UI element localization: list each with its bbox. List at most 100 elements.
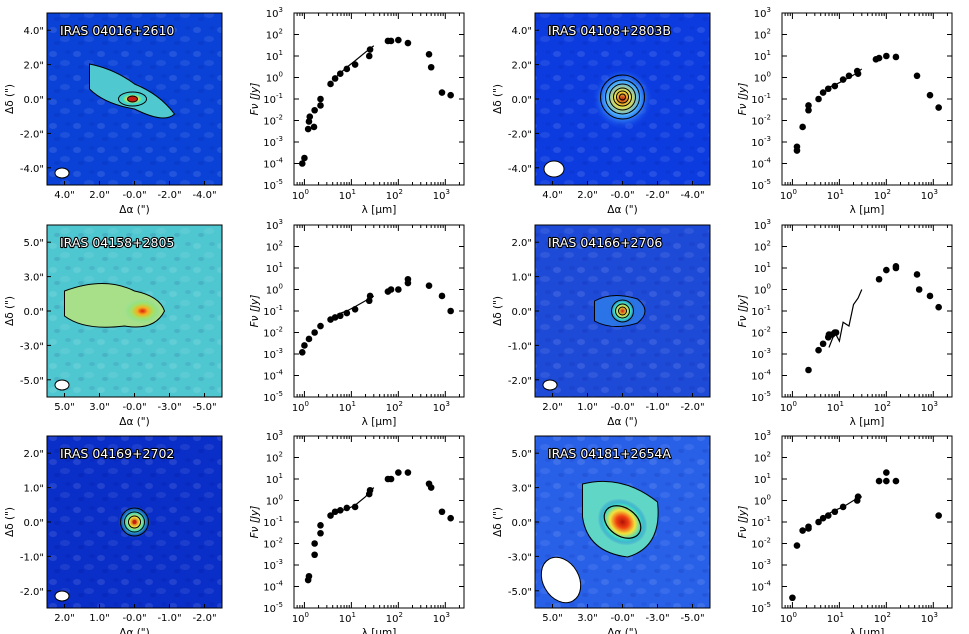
y-tick-label: 10-5 (263, 601, 283, 615)
data-point (343, 309, 351, 317)
y-tick-label: 10-4 (263, 157, 283, 171)
x-tick-label: 103 (921, 611, 938, 625)
data-point (805, 366, 812, 374)
y-tick-label: 102 (754, 240, 771, 254)
y-tick-label: 4.0" (23, 26, 44, 37)
y-tick-label: 4.0" (511, 26, 532, 37)
x-tick-label: 100 (780, 400, 797, 414)
y-tick-label: 103 (266, 218, 283, 232)
y-tick-label: 10-4 (751, 157, 771, 171)
source-peak (132, 520, 137, 524)
data-point (815, 346, 822, 354)
y-tick-label: 10-3 (263, 558, 283, 572)
y-axis-label: Fν [Jy] (737, 506, 749, 539)
x-tick-label: -0.0" (610, 402, 634, 413)
image-panel: IRAS 04169+2702 2.0" 1.0" -0.0" -1.0" -2.0" 2.… (4, 435, 223, 634)
data-point (343, 504, 351, 512)
source-label: IRAS 04108+2803B (548, 23, 671, 38)
x-tick-label: -3.0" (157, 402, 181, 413)
data-point (306, 113, 314, 121)
data-point (311, 551, 318, 559)
y-tick-label: -5.0" (20, 376, 44, 387)
data-point (387, 286, 395, 293)
y-tick-label: 3.0" (23, 273, 44, 284)
x-tick-label: 5.0" (542, 613, 563, 624)
sed-chart: 100 101 102 103 10-5 10-4 10-3 10-2 10-1 100 101 10… (249, 429, 465, 634)
data-point (875, 54, 883, 62)
y-tick-label: 10-5 (751, 390, 771, 404)
x-tick-label: 102 (874, 611, 891, 625)
data-point (438, 292, 446, 300)
image-panel: IRAS 04158+2805 5.0" 3.0" -0.0" -3.0" -5.0" 5.… (4, 224, 223, 428)
y-tick-label: 0.0" (23, 95, 44, 106)
x-tick-label: -2.0" (157, 190, 181, 201)
contour (609, 83, 636, 111)
y-axis-label: Fν [Jy] (249, 295, 261, 328)
source-emission (597, 498, 648, 546)
y-tick-label: 10-1 (263, 92, 283, 106)
data-point (317, 529, 324, 537)
y-tick-label: -1.0" (20, 552, 44, 563)
data-point (892, 53, 900, 61)
y-tick-label: -3.0" (20, 341, 44, 352)
data-point (298, 348, 306, 356)
data-point (425, 50, 433, 58)
y-tick-label: 10-2 (751, 114, 771, 128)
y-tick-label: 10-3 (263, 135, 283, 149)
y-tick-label: 102 (754, 28, 771, 42)
x-tick-label: 2.0" (542, 402, 563, 413)
data-point (317, 522, 324, 529)
data-point (438, 508, 446, 516)
data-point (793, 542, 801, 549)
y-tick-label: 0.0" (23, 307, 44, 318)
x-tick-label: -0.0" (610, 190, 634, 201)
data-point (854, 70, 862, 78)
y-tick-label: 0.0" (511, 95, 532, 106)
contour (615, 303, 630, 319)
data-point (305, 572, 313, 580)
x-tick-label: -0.0" (610, 613, 634, 624)
y-tick-label: -1.0" (508, 341, 532, 352)
data-point (799, 123, 806, 131)
y-tick-label: 5.0" (23, 238, 44, 249)
y-tick-label: 101 (266, 261, 283, 275)
y-tick-label: 0.0" (511, 518, 532, 529)
y-tick-label: -5.0" (508, 587, 532, 598)
y-tick-label: 101 (266, 49, 283, 63)
y-axis-label: Δδ (") (4, 296, 16, 326)
y-tick-label: 10-1 (263, 515, 283, 529)
x-tick-label: 1.0" (89, 613, 110, 624)
y-axis-label: Δδ (") (4, 84, 16, 114)
data-point (304, 125, 312, 133)
beam-ellipse (54, 167, 70, 179)
y-tick-label: 101 (754, 472, 771, 486)
beam-ellipse (543, 160, 565, 178)
y-tick-label: 10-1 (263, 304, 283, 318)
x-axis-label: λ [μm] (850, 627, 885, 634)
y-tick-label: 102 (266, 240, 283, 254)
y-tick-label: 10-1 (751, 515, 771, 529)
y-tick-label: 103 (754, 6, 771, 20)
y-tick-label: 101 (266, 472, 283, 486)
data-point (839, 76, 847, 83)
plot-area (293, 435, 465, 609)
x-tick-label: 101 (339, 611, 356, 625)
beam-ellipse (54, 379, 70, 391)
data-point (317, 95, 324, 103)
contour (128, 515, 141, 529)
y-tick-label: 10-2 (751, 537, 771, 551)
data-point (343, 65, 351, 73)
sed-chart: 100 101 102 103 10-5 10-4 10-3 10-2 10-1 100 101 10… (249, 218, 465, 428)
x-tick-label: 101 (827, 188, 844, 202)
x-tick-label: 103 (921, 400, 938, 414)
y-tick-label: 2.0" (23, 61, 44, 72)
data-point (317, 322, 324, 330)
data-point (883, 52, 890, 60)
y-axis-label: Fν [Jy] (737, 295, 749, 328)
contour (124, 511, 145, 533)
y-tick-label: 10-3 (751, 347, 771, 361)
data-point (336, 312, 344, 320)
image-panel: IRAS 04166+2706 2.0" 1.0" -0.0" -1.0" -2.0" 2.… (492, 224, 711, 428)
data-point (351, 61, 359, 68)
source-emission (592, 69, 653, 129)
